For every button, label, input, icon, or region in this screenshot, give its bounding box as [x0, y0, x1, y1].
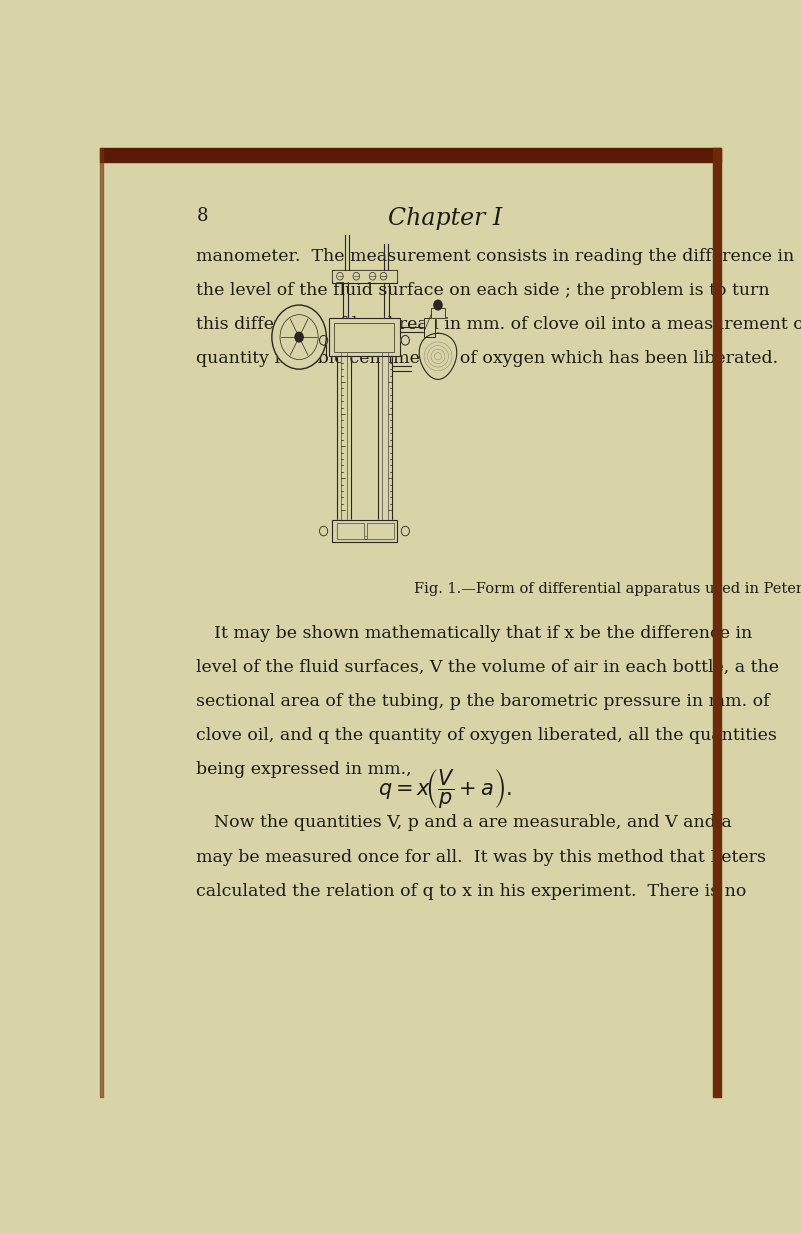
- Bar: [425, 318, 435, 337]
- Circle shape: [280, 314, 318, 360]
- Bar: [341, 328, 347, 520]
- Text: Now the quantities V, p and a are measurable, and V and a: Now the quantities V, p and a are measur…: [214, 815, 731, 831]
- Text: the level of the fluid surface on each side ; the problem is to turn: the level of the fluid surface on each s…: [196, 282, 770, 298]
- Text: being expressed in mm.,: being expressed in mm.,: [196, 761, 412, 778]
- Bar: [341, 328, 347, 520]
- Text: this difference of level read in mm. of clove oil into a measurement of: this difference of level read in mm. of …: [196, 316, 801, 333]
- Bar: [337, 523, 364, 539]
- Polygon shape: [419, 333, 457, 380]
- Text: Chapter I: Chapter I: [388, 207, 501, 229]
- Text: $q = x\!\left(\dfrac{V}{p}+a\right).$: $q = x\!\left(\dfrac{V}{p}+a\right).$: [377, 767, 512, 810]
- Bar: [332, 520, 397, 543]
- Circle shape: [320, 335, 328, 345]
- Text: clove oil, and q the quantity of oxygen liberated, all the quantities: clove oil, and q the quantity of oxygen …: [196, 727, 777, 743]
- Text: level of the fluid surfaces, V the volume of air in each bottle, a the: level of the fluid surfaces, V the volum…: [196, 658, 779, 676]
- Bar: [367, 523, 394, 539]
- Text: calculated the relation of q to x in his experiment.  There is no: calculated the relation of q to x in his…: [196, 883, 747, 900]
- Bar: [335, 323, 394, 351]
- Text: Fig. 1.—Form of differential apparatus used in Peters’ and Burn’s researches.: Fig. 1.—Form of differential apparatus u…: [413, 582, 801, 596]
- Bar: [332, 520, 397, 543]
- Circle shape: [401, 335, 409, 345]
- Bar: [337, 523, 364, 539]
- Bar: [100, 148, 103, 1097]
- Bar: [335, 323, 394, 351]
- Text: may be measured once for all.  It was by this method that Peters: may be measured once for all. It was by …: [196, 848, 767, 866]
- Bar: [431, 308, 445, 318]
- Bar: [382, 328, 388, 520]
- Bar: [333, 271, 396, 281]
- Bar: [378, 324, 392, 523]
- Bar: [348, 520, 380, 539]
- Text: sectional area of the tubing, p the barometric pressure in mm. of: sectional area of the tubing, p the baro…: [196, 693, 770, 710]
- Bar: [425, 318, 435, 337]
- Circle shape: [401, 526, 409, 536]
- Circle shape: [434, 300, 442, 309]
- Bar: [329, 318, 400, 356]
- Text: quantity in cubic centimetres of oxygen which has been liberated.: quantity in cubic centimetres of oxygen …: [196, 350, 779, 367]
- Circle shape: [272, 305, 326, 369]
- Text: It may be shown mathematically that if x be the difference in: It may be shown mathematically that if x…: [214, 625, 752, 641]
- Bar: [382, 328, 388, 520]
- Bar: [714, 148, 721, 1097]
- Bar: [100, 148, 721, 163]
- Bar: [332, 270, 397, 282]
- Circle shape: [295, 332, 303, 342]
- Bar: [367, 523, 394, 539]
- Text: manometer.  The measurement consists in reading the difference in: manometer. The measurement consists in r…: [196, 248, 795, 265]
- Bar: [337, 324, 351, 523]
- Circle shape: [320, 526, 328, 536]
- Text: 8: 8: [196, 207, 207, 224]
- Bar: [431, 308, 445, 318]
- Bar: [329, 318, 400, 356]
